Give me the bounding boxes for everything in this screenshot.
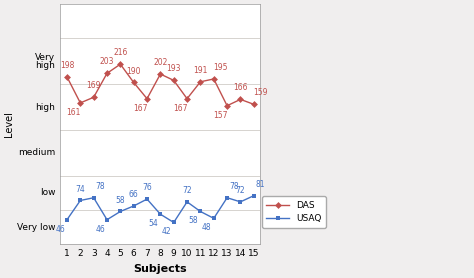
Text: 74: 74: [75, 185, 85, 193]
Text: 198: 198: [60, 61, 74, 70]
DAS: [237, 98, 243, 101]
DAS: [144, 97, 150, 100]
Text: 169: 169: [86, 81, 101, 90]
DAS: [184, 97, 190, 100]
USAQ: [77, 199, 83, 202]
USAQ: [118, 210, 123, 213]
DAS: [198, 80, 203, 83]
Text: 191: 191: [193, 66, 208, 75]
DAS: [224, 104, 230, 107]
DAS: [211, 77, 217, 81]
Text: 166: 166: [233, 83, 248, 93]
USAQ: [171, 221, 177, 224]
Text: 159: 159: [254, 88, 268, 97]
Text: 216: 216: [113, 48, 128, 57]
Text: 42: 42: [162, 227, 172, 236]
USAQ: [224, 196, 230, 199]
Text: 76: 76: [142, 183, 152, 192]
DAS: [118, 63, 123, 66]
DAS: [91, 96, 97, 99]
Text: 81: 81: [256, 180, 265, 189]
Text: 48: 48: [202, 223, 211, 232]
USAQ: [184, 200, 190, 203]
Text: 157: 157: [213, 111, 228, 120]
Text: 72: 72: [236, 186, 245, 195]
Text: 167: 167: [133, 104, 147, 113]
Y-axis label: Level: Level: [4, 111, 14, 137]
Text: 78: 78: [229, 182, 239, 191]
X-axis label: Subjects: Subjects: [134, 264, 187, 274]
USAQ: [157, 213, 163, 216]
DAS: [157, 72, 163, 76]
Text: 161: 161: [66, 108, 81, 117]
Text: 46: 46: [55, 225, 65, 234]
USAQ: [144, 197, 150, 201]
DAS: [104, 72, 110, 75]
USAQ: [104, 218, 110, 221]
Text: 195: 195: [213, 63, 228, 72]
DAS: [64, 75, 70, 78]
Text: 167: 167: [173, 104, 187, 113]
Text: 72: 72: [182, 186, 192, 195]
Text: 58: 58: [189, 216, 198, 225]
USAQ: [237, 200, 243, 203]
Text: 54: 54: [148, 219, 158, 228]
Text: 193: 193: [166, 64, 181, 73]
Text: 203: 203: [100, 57, 114, 66]
Text: 190: 190: [127, 66, 141, 76]
Line: USAQ: USAQ: [64, 193, 256, 225]
USAQ: [131, 204, 137, 208]
USAQ: [198, 210, 203, 213]
DAS: [77, 101, 83, 105]
USAQ: [64, 218, 70, 221]
DAS: [251, 103, 256, 106]
DAS: [171, 79, 177, 82]
Legend: DAS, USAQ: DAS, USAQ: [262, 196, 326, 228]
Text: 66: 66: [129, 190, 138, 199]
Line: DAS: DAS: [64, 62, 256, 108]
Text: 202: 202: [153, 58, 168, 67]
USAQ: [211, 217, 217, 220]
USAQ: [91, 196, 97, 199]
Text: 46: 46: [95, 225, 105, 234]
Text: 58: 58: [116, 195, 125, 205]
Text: 78: 78: [96, 182, 105, 191]
DAS: [131, 81, 137, 84]
USAQ: [251, 194, 256, 197]
